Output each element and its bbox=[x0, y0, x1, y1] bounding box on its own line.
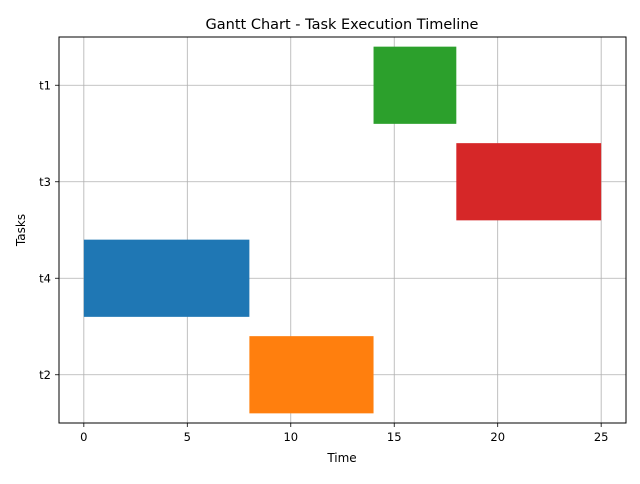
y-tick-label: t1 bbox=[39, 78, 51, 92]
y-axis-label: Tasks bbox=[14, 214, 28, 247]
x-tick-label: 25 bbox=[594, 430, 609, 444]
y-tick-label: t4 bbox=[39, 271, 51, 285]
x-tick-label: 0 bbox=[80, 430, 87, 444]
tick-layer: 0 5 10 15 20 25 t1 t3 t4 t2 bbox=[39, 78, 608, 444]
x-tick-label: 5 bbox=[184, 430, 191, 444]
y-tick-label: t2 bbox=[39, 368, 51, 382]
chart-title: Gantt Chart - Task Execution Timeline bbox=[206, 17, 479, 33]
task-bar-t4 bbox=[83, 239, 250, 317]
x-tick-label: 10 bbox=[283, 430, 298, 444]
plot-frame bbox=[58, 36, 627, 424]
bar-layer bbox=[83, 46, 602, 414]
y-tick-label: t3 bbox=[39, 175, 51, 189]
grid-layer bbox=[59, 37, 626, 423]
x-tick-label: 20 bbox=[490, 430, 505, 444]
task-bar-t3 bbox=[456, 143, 602, 221]
task-bar-t1 bbox=[373, 46, 457, 124]
x-axis-label: Time bbox=[326, 451, 356, 465]
task-bar-t2 bbox=[249, 336, 374, 414]
x-tick-label: 15 bbox=[387, 430, 402, 444]
